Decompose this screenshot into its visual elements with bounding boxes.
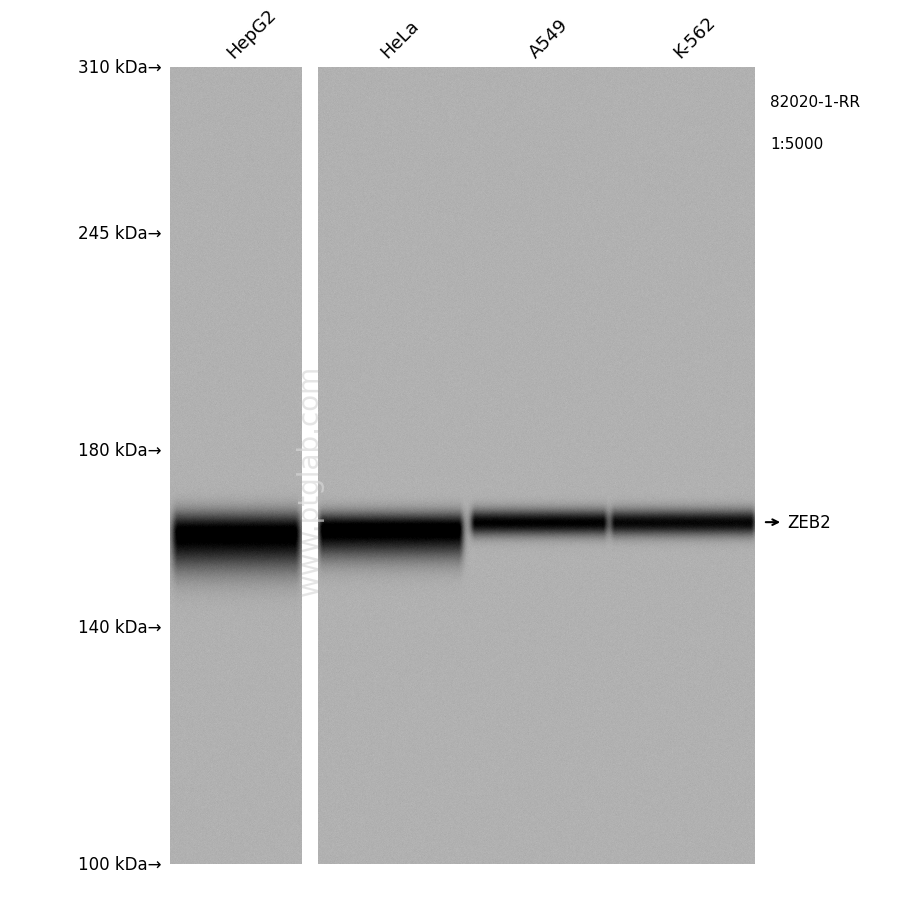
Text: A549: A549: [526, 16, 572, 62]
Text: 1:5000: 1:5000: [770, 137, 824, 152]
Text: www.ptglab.com: www.ptglab.com: [296, 364, 324, 595]
Text: HepG2: HepG2: [223, 5, 280, 62]
Text: 82020-1-RR: 82020-1-RR: [770, 96, 860, 110]
Text: 180 kDa→: 180 kDa→: [78, 441, 162, 459]
Text: 100 kDa→: 100 kDa→: [78, 855, 162, 873]
Text: 140 kDa→: 140 kDa→: [78, 618, 162, 636]
Text: K-562: K-562: [670, 14, 718, 62]
Text: ZEB2: ZEB2: [787, 513, 831, 531]
Text: HeLa: HeLa: [378, 17, 423, 62]
Text: 245 kDa→: 245 kDa→: [78, 225, 162, 243]
Text: 310 kDa→: 310 kDa→: [78, 59, 162, 77]
